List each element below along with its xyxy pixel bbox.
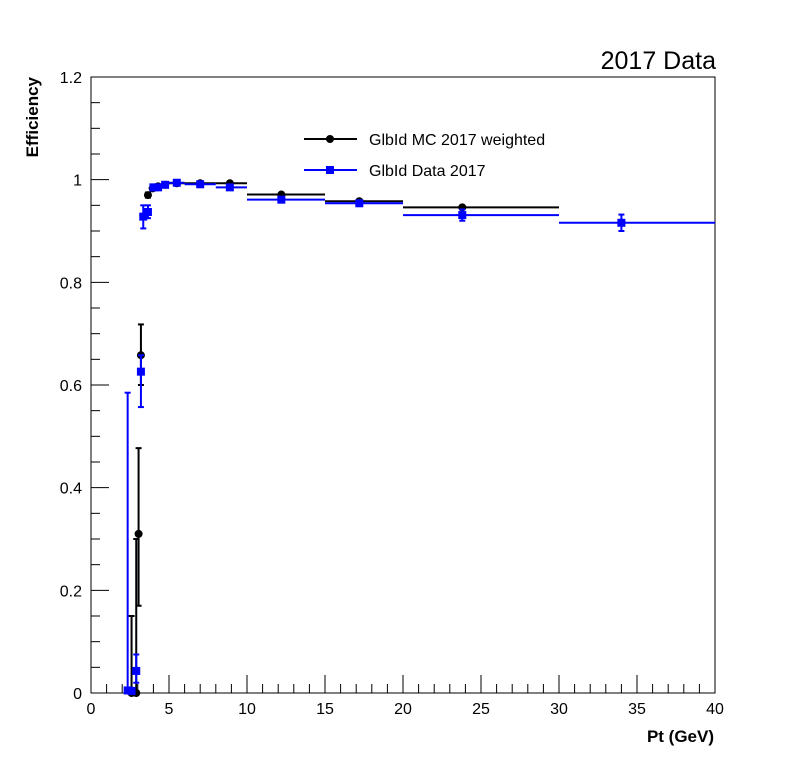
data-point — [325, 199, 403, 208]
data-point — [247, 195, 325, 204]
data-point — [559, 213, 715, 232]
data-point — [184, 180, 216, 189]
data-point — [127, 615, 136, 697]
point-marker — [143, 191, 152, 200]
point-marker — [196, 180, 205, 189]
data-point — [127, 686, 136, 695]
x-tick-label: 30 — [550, 701, 568, 718]
x-tick-label: 35 — [628, 701, 646, 718]
legend-marker-mc — [326, 135, 334, 143]
series-mc-weighted — [127, 179, 559, 697]
point-marker — [355, 199, 364, 208]
y-tick-label: 0.4 — [60, 481, 82, 498]
point-marker — [161, 180, 170, 189]
point-marker — [139, 212, 148, 221]
x-axis: 0 5 10 15 20 25 30 35 40 — [87, 675, 724, 718]
point-marker — [617, 218, 626, 227]
series-layer — [123, 178, 715, 697]
series-data-2017 — [123, 178, 715, 695]
point-marker — [458, 211, 467, 220]
legend: GlbId MC 2017 weighted GlbId Data 2017 — [304, 132, 545, 180]
y-tick-label: 0.2 — [60, 583, 82, 600]
x-tick-label: 10 — [238, 701, 256, 718]
data-point — [154, 183, 163, 192]
y-tick-label: 1 — [73, 173, 82, 190]
y-axis-title: Efficiency — [23, 76, 42, 157]
x-tick-label: 15 — [316, 701, 334, 718]
point-marker — [225, 183, 234, 192]
chart-title: 2017 Data — [601, 47, 716, 75]
x-tick-label: 40 — [706, 701, 724, 718]
point-marker — [172, 178, 181, 187]
data-point — [132, 653, 141, 684]
data-point — [136, 354, 145, 409]
y-tick-label: 1.2 — [60, 70, 82, 87]
y-axis: 0 0.2 0.4 0.6 0.8 1 1.2 — [60, 70, 109, 703]
x-tick-label: 0 — [87, 701, 96, 718]
x-tick-label: 5 — [165, 701, 174, 718]
data-point — [134, 447, 143, 607]
data-point — [161, 180, 170, 189]
point-marker — [277, 195, 286, 204]
legend-entry-data: GlbId Data 2017 — [304, 163, 486, 180]
legend-marker-data — [326, 166, 334, 174]
y-tick-label: 0 — [73, 686, 82, 703]
data-point — [403, 208, 559, 222]
x-tick-label: 25 — [472, 701, 490, 718]
x-axis-title: Pt (GeV) — [647, 727, 714, 746]
data-point — [215, 183, 247, 192]
point-marker — [143, 208, 152, 217]
point-marker — [134, 529, 143, 538]
y-tick-label: 0.6 — [60, 378, 82, 395]
data-point — [123, 391, 132, 695]
data-point — [143, 191, 152, 200]
data-point — [143, 204, 152, 220]
data-point — [169, 178, 185, 187]
y-tick-label: 0.8 — [60, 275, 82, 292]
point-marker — [149, 183, 158, 192]
point-marker — [127, 686, 136, 695]
point-marker — [132, 666, 141, 675]
data-point — [403, 203, 559, 212]
data-point — [247, 190, 325, 199]
x-tick-label: 20 — [394, 701, 412, 718]
legend-entry-mc: GlbId MC 2017 weighted — [304, 132, 545, 149]
point-marker — [154, 183, 163, 192]
legend-label-data: GlbId Data 2017 — [369, 163, 486, 180]
legend-label-mc: GlbId MC 2017 weighted — [369, 132, 545, 149]
point-marker — [136, 367, 145, 376]
